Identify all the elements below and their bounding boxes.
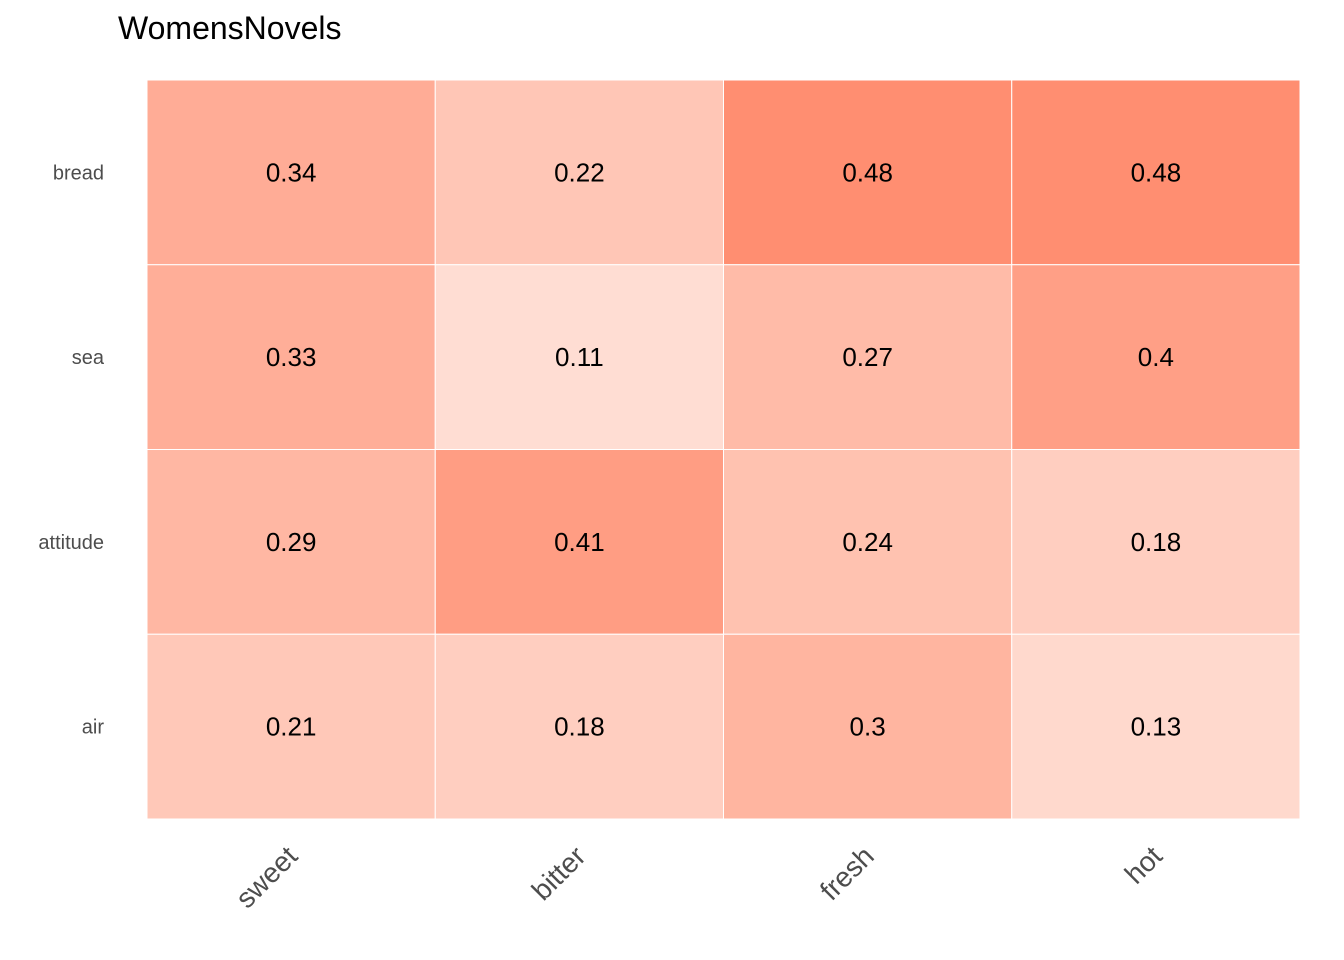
heatmap-cell-bread-hot xyxy=(1011,79,1301,266)
heatmap-value-labels: 0.34 0.22 0.48 0.48 0.33 0.11 0.27 0.4 0.29 0.41 0… xyxy=(266,157,1181,741)
cell-value-label: 0.4 xyxy=(1138,342,1174,372)
x-tick-label-bitter: bitter xyxy=(526,840,592,906)
y-tick-label-attitude: attitude xyxy=(38,532,104,554)
y-tick-label-bread: bread xyxy=(53,162,104,184)
cell-value-label: 0.48 xyxy=(1131,157,1182,187)
y-tick-label-sea: sea xyxy=(72,347,105,369)
heatmap-cell-air-fresh xyxy=(723,633,1013,820)
heatmap-cell-air-bitter xyxy=(434,633,724,820)
x-tick-label-sweet: sweet xyxy=(230,840,304,914)
heatmap-cells xyxy=(146,79,1301,820)
heatmap-cell-air-sweet xyxy=(146,633,436,820)
cell-value-label: 0.29 xyxy=(266,527,317,557)
y-axis-tick-labels: bread sea attitude air xyxy=(38,162,104,738)
heatmap-cell-attitude-bitter xyxy=(434,449,724,635)
heatmap-cell-bread-bitter xyxy=(434,79,724,266)
cell-value-label: 0.18 xyxy=(554,712,605,742)
heatmap-cell-sea-bitter xyxy=(434,264,724,450)
x-tick-label-fresh: fresh xyxy=(814,840,880,906)
cell-value-label: 0.48 xyxy=(842,157,893,187)
cell-value-label: 0.34 xyxy=(266,157,317,187)
cell-value-label: 0.33 xyxy=(266,342,317,372)
cell-value-label: 0.13 xyxy=(1131,712,1182,742)
cell-value-label: 0.41 xyxy=(554,527,605,557)
heatmap-cell-bread-fresh xyxy=(723,79,1013,266)
heatmap-cell-bread-sweet xyxy=(146,79,436,266)
heatmap-cell-sea-sweet xyxy=(146,264,436,450)
heatmap-cell-sea-fresh xyxy=(723,264,1013,450)
heatmap-cell-air-hot xyxy=(1011,633,1301,820)
x-axis-tick-labels: sweet bitter fresh hot xyxy=(230,840,1169,914)
chart-title: WomensNovels xyxy=(118,10,341,46)
cell-value-label: 0.18 xyxy=(1131,527,1182,557)
x-tick-label-hot: hot xyxy=(1119,840,1169,890)
heatmap-cell-attitude-hot xyxy=(1011,449,1301,635)
heatmap-cell-sea-hot xyxy=(1011,264,1301,450)
y-tick-label-air: air xyxy=(82,717,105,739)
cell-value-label: 0.27 xyxy=(842,342,893,372)
cell-value-label: 0.3 xyxy=(850,712,886,742)
cell-value-label: 0.24 xyxy=(842,527,893,557)
cell-value-label: 0.21 xyxy=(266,712,317,742)
cell-value-label: 0.11 xyxy=(555,342,604,372)
cell-value-label: 0.22 xyxy=(554,157,605,187)
